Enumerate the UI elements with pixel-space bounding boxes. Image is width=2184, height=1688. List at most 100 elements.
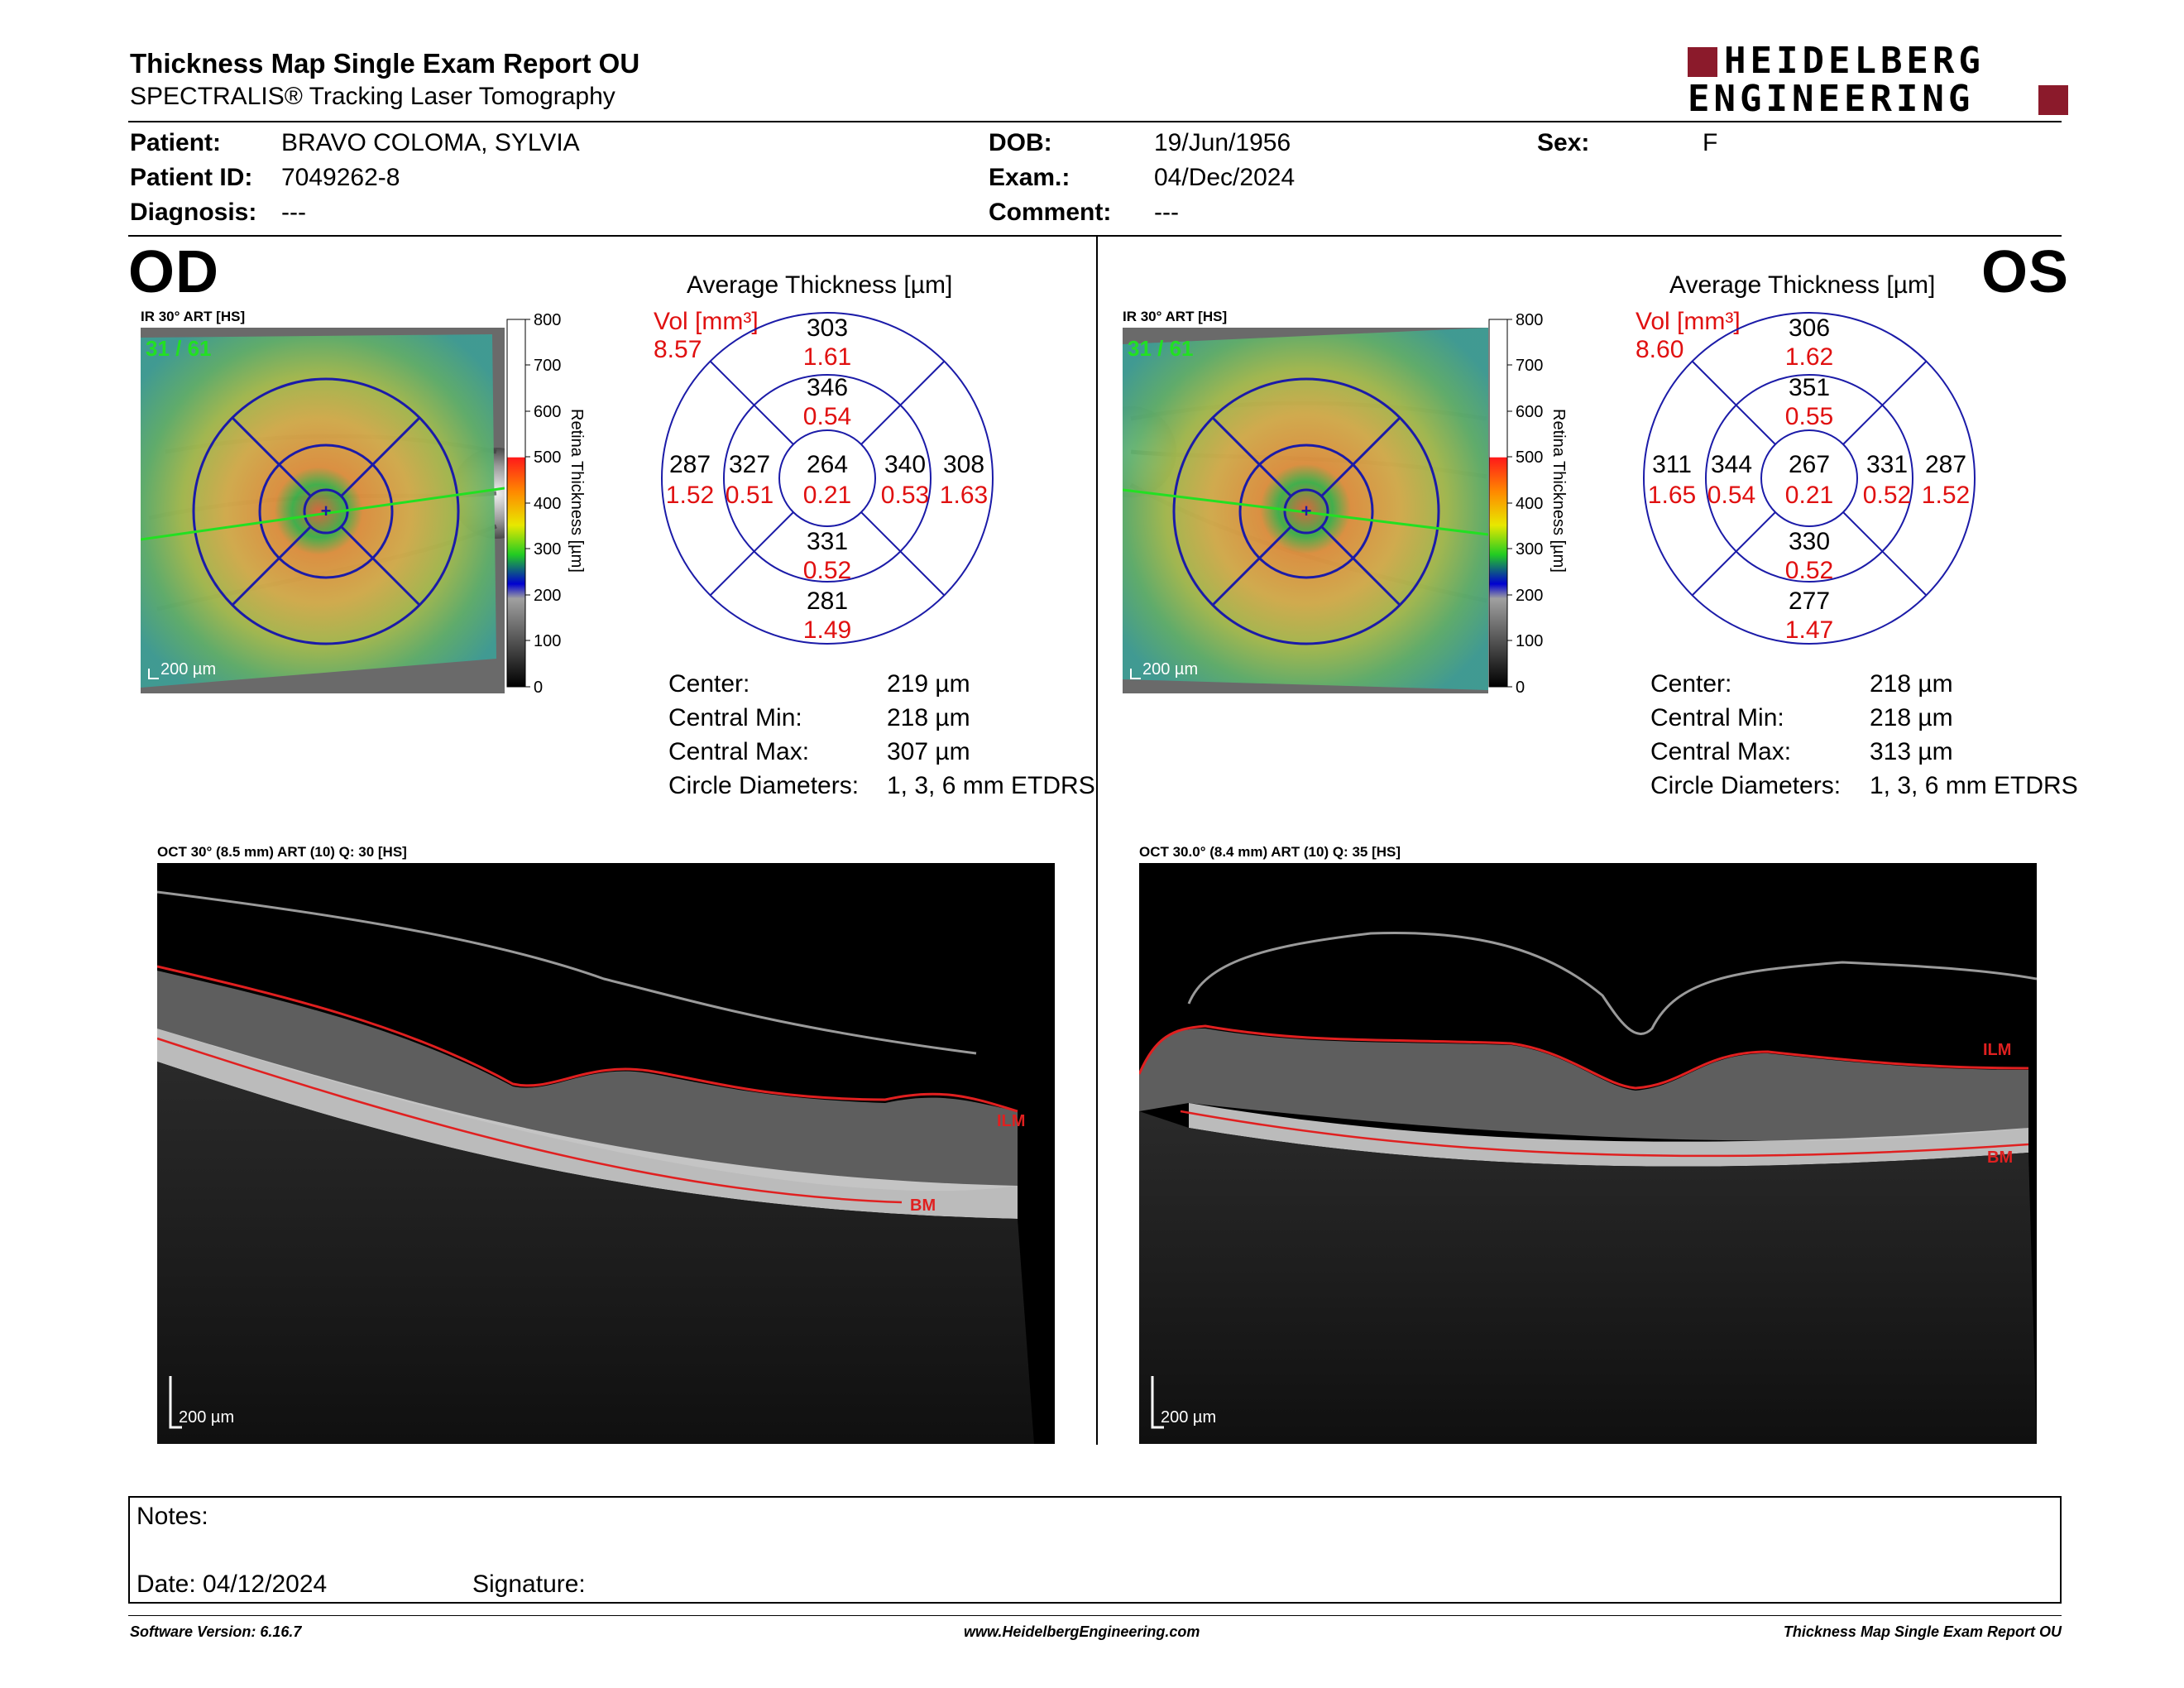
os-inner-left-thickness: 344 <box>1710 451 1753 478</box>
patient-id-label: Patient ID: <box>130 164 253 191</box>
os-cb-tick-0: 0 <box>1516 679 1525 697</box>
od-outer-sup-thickness: 303 <box>806 314 849 342</box>
os-ilm-line <box>1139 1024 2029 1090</box>
od-outer-right-volume: 1.63 <box>939 482 989 509</box>
os-center-volume: 0.21 <box>1784 482 1834 509</box>
os-vitreous-membrane <box>1187 931 2037 1035</box>
od-outer-inf-volume: 1.49 <box>802 616 852 644</box>
od-ir-label: IR 30° ART [HS] <box>141 309 246 324</box>
od-rpe-band <box>157 1029 1018 1219</box>
os-vol-label: Vol [mm³] <box>1636 308 1741 335</box>
patient-label: Patient: <box>130 129 222 156</box>
os-cb-tick-800: 800 <box>1516 311 1543 329</box>
od-vol-total: 8.57 <box>654 336 702 363</box>
os-circle-diameters-label: Circle Diameters: <box>1650 772 1842 799</box>
logo-square-top <box>1688 47 1717 77</box>
dob-value: 19/Jun/1956 <box>1154 129 1291 156</box>
os-rpe-band <box>1189 1103 2028 1167</box>
od-thickness-map: + 31 / 61 200 µm <box>141 328 505 693</box>
od-scale-bar <box>148 669 159 679</box>
os-retina-layers <box>1139 1029 2028 1141</box>
od-central-max-value: 307 µm <box>887 738 970 765</box>
os-inner-sup-volume: 0.55 <box>1784 403 1834 430</box>
od-colorbar-gradient <box>506 319 526 688</box>
os-bm-line <box>1180 1110 2029 1158</box>
os-frame-counter: 31 / 61 <box>1128 336 1194 361</box>
os-ir-label: IR 30° ART [HS] <box>1123 309 1228 324</box>
logo-square-bottom <box>2038 85 2068 115</box>
od-cb-tick-400: 400 <box>534 495 561 513</box>
os-cb-tick-500: 500 <box>1516 448 1543 467</box>
od-frame-counter: 31 / 61 <box>146 336 212 361</box>
sex-value: F <box>1703 129 1718 156</box>
os-outer-right-volume: 1.52 <box>1921 482 1971 509</box>
os-ilm-label: ILM <box>1983 1041 2011 1059</box>
sex-label: Sex: <box>1537 129 1590 156</box>
header-divider <box>128 121 2062 122</box>
os-center-label: Center: <box>1650 670 1732 698</box>
od-oct-label: OCT 30° (8.5 mm) ART (10) Q: 30 [HS] <box>157 844 407 860</box>
eye-divider <box>1096 237 1098 1445</box>
od-central-min-label: Central Min: <box>668 704 802 731</box>
od-central-max-label: Central Max: <box>668 738 810 765</box>
exam-value: 04/Dec/2024 <box>1154 164 1296 191</box>
website-link[interactable]: www.HeidelbergEngineering.com <box>964 1623 1200 1640</box>
os-oct-bscan: ILM BM 200 µm <box>1139 863 2037 1444</box>
od-scan-line <box>141 487 505 541</box>
os-oct-label: OCT 30.0° (8.4 mm) ART (10) Q: 35 [HS] <box>1139 844 1401 860</box>
od-inner-sup-thickness: 346 <box>806 374 849 401</box>
notes-label: Notes: <box>136 1503 208 1530</box>
od-colorbar: 800 700 600 500 400 300 200 100 0 Retina… <box>506 311 586 697</box>
diagnosis-value: --- <box>281 199 306 226</box>
od-inner-left-thickness: 327 <box>728 451 771 478</box>
od-center-thickness: 264 <box>806 451 849 478</box>
logo-text-heidelberg: HEIDELBERG <box>1724 40 1985 82</box>
od-outer-inf-thickness: 281 <box>806 587 849 615</box>
os-central-max-label: Central Max: <box>1650 738 1792 765</box>
os-scale-bar <box>1130 669 1141 679</box>
od-bm-line <box>157 1037 903 1204</box>
os-colorbar: 800 700 600 500 400 300 200 100 0 Retina… <box>1488 311 1568 697</box>
od-outer-left-thickness: 287 <box>668 451 711 478</box>
od-fundus-scale: 200 µm <box>160 660 216 679</box>
os-scan-line <box>1123 488 1488 536</box>
notes-box[interactable]: Notes: Date: 04/12/2024 Signature: <box>128 1496 2062 1604</box>
od-inner-sup-volume: 0.54 <box>802 403 852 430</box>
od-oct-scale: 200 µm <box>179 1408 234 1427</box>
od-oct-scale-bar <box>169 1376 182 1429</box>
od-inner-left-volume: 0.51 <box>725 482 774 509</box>
os-inner-inf-thickness: 330 <box>1788 528 1831 555</box>
os-eye-label: OS <box>1981 239 2070 305</box>
os-outer-left-volume: 1.65 <box>1647 482 1697 509</box>
od-cb-tick-800: 800 <box>534 311 561 329</box>
od-inner-right-volume: 0.53 <box>880 482 930 509</box>
od-cb-tick-600: 600 <box>534 403 561 421</box>
od-outer-sup-volume: 1.61 <box>802 343 852 371</box>
software-version: Software Version: 6.16.7 <box>130 1623 302 1640</box>
signature-label: Signature: <box>472 1571 586 1598</box>
os-oct-scale-bar <box>1151 1376 1164 1429</box>
od-cb-tick-100: 100 <box>534 632 561 650</box>
os-oct-scale: 200 µm <box>1161 1408 1216 1427</box>
os-cb-tick-200: 200 <box>1516 587 1543 605</box>
od-cb-tick-200: 200 <box>534 587 561 605</box>
comment-value: --- <box>1154 199 1179 226</box>
od-inner-right-thickness: 340 <box>884 451 927 478</box>
os-bm-label: BM <box>1987 1149 2013 1167</box>
od-ilm-label: ILM <box>997 1112 1025 1130</box>
os-cb-tick-100: 100 <box>1516 632 1543 650</box>
os-inner-right-volume: 0.52 <box>1862 482 1912 509</box>
os-circle-diameters-value: 1, 3, 6 mm ETDRS <box>1870 772 2078 799</box>
footer-divider <box>128 1615 2062 1616</box>
os-cb-tick-700: 700 <box>1516 357 1543 375</box>
report-title: Thickness Map Single Exam Report OU <box>130 48 640 79</box>
od-central-min-value: 218 µm <box>887 704 970 731</box>
os-cb-tick-400: 400 <box>1516 495 1543 513</box>
os-colorbar-label: Retina Thickness [µm] <box>1549 409 1568 573</box>
dob-label: DOB: <box>989 129 1052 156</box>
od-vitreous-membrane <box>157 890 977 1055</box>
od-avg-title: Average Thickness [µm] <box>687 271 953 299</box>
os-center-value: 218 µm <box>1870 670 1953 698</box>
os-cb-tick-300: 300 <box>1516 540 1543 559</box>
od-center-label: Center: <box>668 670 750 698</box>
